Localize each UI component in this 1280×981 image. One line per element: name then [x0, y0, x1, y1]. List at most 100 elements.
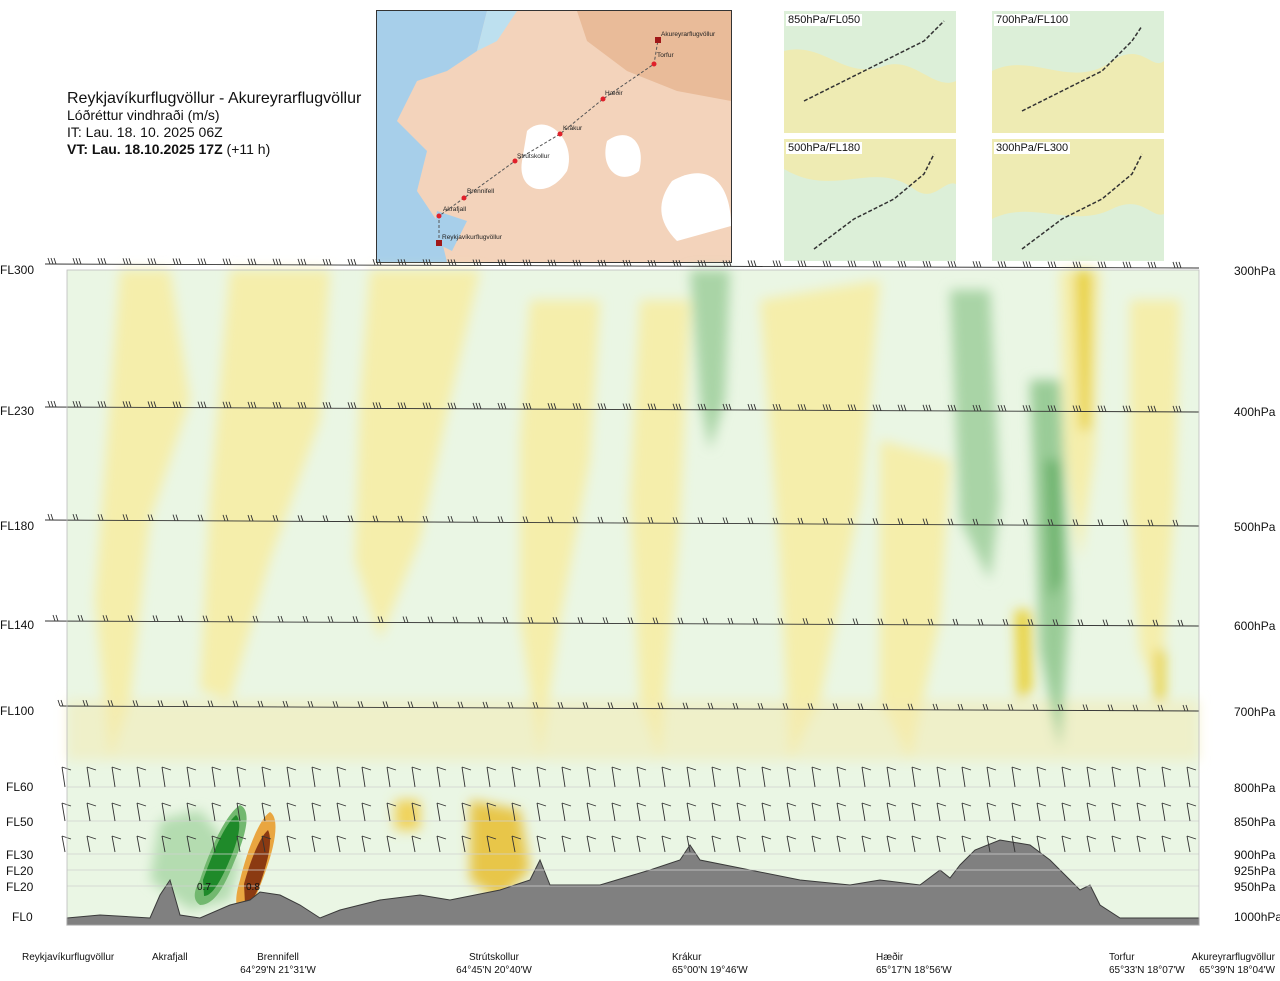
wind-barb-61	[550, 259, 554, 266]
wind-barb-489	[410, 701, 414, 708]
wind-barb-434	[877, 618, 881, 625]
wind-barb-658	[236, 802, 241, 822]
wind-barb-43	[400, 259, 404, 266]
wind-barb-693	[661, 802, 672, 807]
wind-barb-414	[627, 617, 631, 624]
hpa-label-700: 700hPa	[1234, 705, 1276, 719]
wind-barb-790	[736, 835, 741, 853]
fl-label-20a: FL20	[6, 864, 34, 878]
wind-barb-756	[311, 835, 316, 853]
wind-barb-199	[550, 403, 554, 410]
wind-barb-347	[925, 518, 929, 525]
wind-barb-732	[1161, 802, 1166, 822]
map-label-brennifell: Brennifell	[467, 188, 495, 195]
wind-barb-154	[175, 401, 179, 408]
wind-barb-565	[211, 766, 222, 771]
wind-barb-8	[103, 258, 107, 265]
wind-barb-67	[600, 259, 604, 267]
wind-barb-547	[1135, 704, 1139, 711]
wind-barb-232	[825, 404, 829, 411]
fl-label-20b: FL20	[6, 880, 34, 894]
wind-barb-683	[536, 802, 547, 807]
route-map-svg: Reykjavíkurflugvöllur Akrafjall Brennife…	[377, 11, 731, 262]
wind-barb-157	[200, 401, 204, 408]
wind-barb-640	[1161, 766, 1166, 788]
wind-barb-501	[560, 702, 564, 709]
wind-barb-708	[861, 802, 866, 822]
wind-barb-69	[622, 259, 626, 267]
wind-barb-569	[261, 766, 272, 771]
wind-barb-380	[202, 615, 206, 622]
wind-barb-506	[632, 702, 636, 709]
wind-barb-108	[947, 261, 951, 268]
wind-barb-359	[1075, 519, 1079, 526]
wind-barb-439	[930, 618, 934, 625]
wind-barb-233	[828, 404, 832, 411]
wind-barb-301	[350, 515, 354, 522]
wind-barb-132	[1147, 261, 1151, 268]
wind-barb-782	[636, 835, 641, 853]
wind-barb-667	[336, 802, 347, 807]
wind-barb-60	[547, 259, 551, 266]
wind-barb-636	[1111, 766, 1116, 788]
wind-barb-688	[611, 802, 616, 822]
wind-barb-741	[111, 835, 122, 840]
wind-barb-564	[211, 766, 216, 788]
wind-barb-345	[900, 518, 904, 525]
wind-barb-810	[986, 835, 991, 853]
wind-barb-29	[278, 258, 282, 265]
wind-barb-134	[1153, 261, 1157, 268]
wind-barb-98	[853, 260, 857, 267]
wind-barb-774	[536, 835, 541, 853]
wind-barb-331	[725, 517, 729, 524]
wind-barb-212	[653, 403, 657, 410]
wind-barb-623	[936, 766, 947, 771]
wind-barb-691	[636, 802, 647, 807]
wind-barb-612	[811, 766, 816, 788]
wind-barb-550	[1182, 704, 1186, 712]
wind-barb-114	[997, 261, 1001, 268]
wind-barb-805	[911, 835, 922, 840]
wind-barb-72	[647, 259, 651, 267]
wind-barb-529	[910, 703, 914, 710]
station-akureyri: Akureyrarflugvöllur 65°39'N 18°04'W	[1189, 951, 1275, 977]
wind-barb-341	[850, 518, 854, 525]
wind-barb-666	[336, 802, 341, 822]
wind-barb-180	[397, 402, 401, 409]
wind-barb-588	[511, 766, 516, 788]
wind-barb-413	[605, 617, 609, 624]
wind-barb-561	[161, 766, 172, 771]
wind-barb-459	[1180, 619, 1184, 627]
station-name: Brennifell	[257, 952, 299, 963]
wind-barb-168	[297, 401, 301, 409]
wind-barb-74	[653, 259, 657, 267]
wind-barb-590	[536, 766, 541, 788]
wind-barb-793	[761, 835, 772, 840]
wind-barb-641	[1161, 766, 1172, 771]
wind-barb-494	[482, 701, 486, 709]
wind-barb-514	[732, 702, 736, 710]
wind-barb-477	[260, 700, 264, 708]
wind-barb-381	[205, 615, 209, 622]
wind-barb-91	[800, 260, 804, 267]
wind-barb-574	[336, 766, 341, 788]
wind-barb-457	[1155, 619, 1159, 626]
wind-barb-591	[536, 766, 547, 771]
wind-barb-608	[761, 766, 766, 788]
wind-barb-664	[311, 802, 316, 822]
station-name: Krákur	[672, 952, 702, 963]
wind-barb-247	[950, 404, 954, 412]
wind-barb-288	[197, 514, 201, 521]
wind-barb-424	[752, 617, 756, 625]
wind-barb-655	[186, 802, 197, 807]
wind-barb-437	[905, 618, 909, 625]
wind-barb-191	[478, 402, 482, 409]
wind-barb-171	[322, 402, 326, 409]
wind-barb-625	[961, 766, 972, 771]
wind-barb-266	[1103, 405, 1107, 412]
wind-barb-530	[932, 703, 936, 710]
wind-barb-711	[886, 802, 897, 807]
wind-barb-219	[722, 403, 726, 411]
wind-barb-358	[1072, 519, 1076, 526]
wind-barb-323	[625, 516, 629, 524]
